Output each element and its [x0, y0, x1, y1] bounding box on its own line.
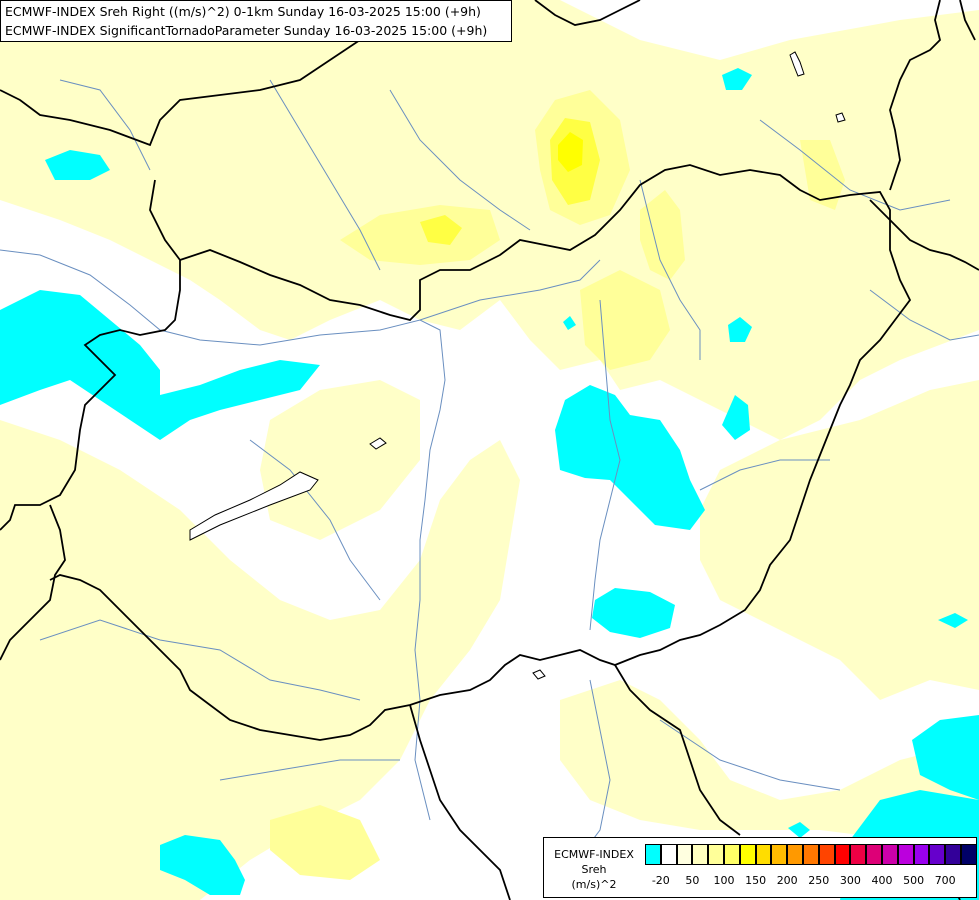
legend-swatch [945, 844, 961, 865]
legend-swatch [818, 844, 835, 865]
lakes [189, 51, 846, 680]
legend-swatches [645, 844, 977, 865]
map-title-box: ECMWF-INDEX Sreh Right ((m/s)^2) 0-1km S… [0, 0, 512, 42]
legend-name-line2: Sreh [581, 863, 607, 876]
legend-ticks: -20 50 100 150 200 250 300 400 500 700 [645, 874, 975, 890]
legend-tick-label: -20 [651, 874, 670, 887]
legend-swatch [660, 844, 677, 865]
legend-swatch [929, 844, 946, 865]
legend-swatch [739, 844, 756, 865]
legend-swatch [676, 844, 693, 865]
legend-title: ECMWF-INDEX Sreh (m/s)^2 [544, 847, 644, 892]
legend-name-line1: ECMWF-INDEX [554, 848, 634, 861]
legend-tick-label: 200 [776, 874, 798, 887]
legend-swatch [787, 844, 803, 865]
legend-swatch [771, 844, 788, 865]
legend-swatch [755, 844, 772, 865]
legend-swatch [834, 844, 851, 865]
legend-unit: (m/s)^2 [571, 878, 617, 891]
legend-swatch [645, 844, 661, 865]
rivers [0, 79, 979, 871]
legend-swatch [960, 844, 977, 865]
legend-tick-label: 250 [808, 874, 830, 887]
legend-tick-label: 300 [839, 874, 861, 887]
legend-swatch [708, 844, 724, 865]
legend-swatch [866, 844, 882, 865]
legend-swatch [897, 844, 914, 865]
legend-tick-label: 500 [903, 874, 925, 887]
legend-swatch [692, 844, 709, 865]
legend-tick-label: 100 [713, 874, 735, 887]
sreh-field-core [558, 132, 583, 172]
legend-swatch [802, 844, 819, 865]
map-title-line1: ECMWF-INDEX Sreh Right ((m/s)^2) 0-1km S… [5, 4, 481, 19]
legend-swatch [913, 844, 930, 865]
legend-tick-label: 700 [934, 874, 956, 887]
legend-swatch [850, 844, 867, 865]
color-legend: ECMWF-INDEX Sreh (m/s)^2 -20 50 100 150 200 2… [543, 837, 977, 898]
legend-tick-label: 150 [745, 874, 767, 887]
legend-swatch [723, 844, 740, 865]
legend-swatch [881, 844, 898, 865]
legend-tick-label: 400 [871, 874, 893, 887]
sreh-field-yellow [270, 90, 845, 880]
legend-tick-label: 50 [685, 874, 700, 887]
map-title-line2: ECMWF-INDEX SignificantTornadoParameter … [5, 23, 488, 38]
